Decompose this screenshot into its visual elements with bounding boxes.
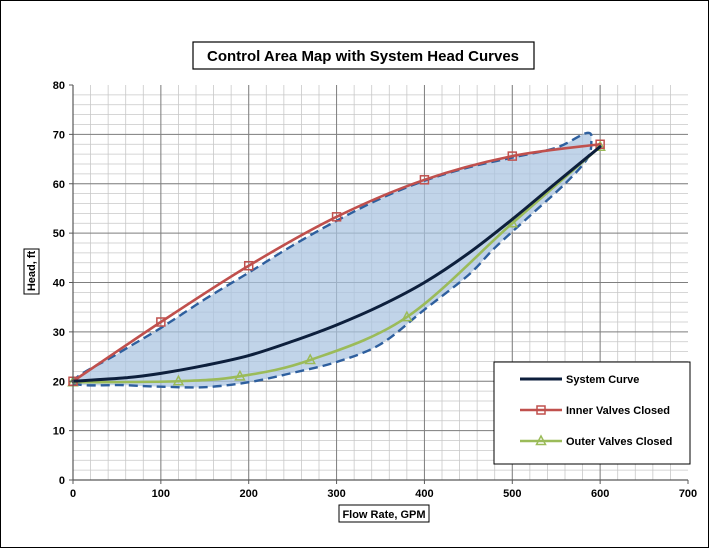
y-tick-label: 60 — [53, 179, 65, 191]
outer-valves-closed-line — [71, 145, 602, 384]
y-tick-label: 50 — [53, 228, 65, 240]
chart-title-group: Control Area Map with System Head Curves — [192, 41, 535, 70]
legend-marker-inner-valves-closed — [536, 405, 546, 415]
x-tick-label: 300 — [327, 488, 345, 500]
x-axis-label-group: Flow Rate, GPM — [338, 504, 430, 523]
x-axis-label-box — [338, 504, 430, 523]
y-tick-label: 10 — [53, 426, 65, 438]
x-tick-label: 200 — [240, 488, 258, 500]
legend-label-system-curve: System Curve — [566, 374, 639, 386]
control-area — [71, 131, 593, 389]
y-tick-label: 20 — [53, 376, 65, 388]
y-tick-label: 30 — [53, 327, 65, 339]
legend-label-outer-valves-closed: Outer Valves Closed — [566, 436, 672, 448]
x-tick-label: 100 — [152, 488, 170, 500]
outer-valves-closed-marker — [594, 140, 606, 151]
system-curve-line — [71, 145, 602, 383]
inner-valves-closed-marker — [243, 260, 254, 271]
plot-axes — [69, 84, 689, 484]
inner-valves-closed-marker — [331, 212, 342, 222]
control-area-outline — [71, 131, 593, 389]
control-area-fill — [72, 132, 592, 388]
y-tick-labels: 0 10 20 30 40 50 60 70 80 — [53, 80, 65, 487]
legend-label-inner-valves-closed: Inner Valves Closed — [566, 405, 670, 417]
legend: System Curve Inner Valves Closed Outer Val… — [493, 361, 691, 465]
chart-title-box — [192, 41, 535, 70]
inner-valves-closed-marker — [507, 151, 518, 161]
chart-title: Control Area Map with System Head Curves — [207, 48, 519, 65]
x-axis-label: Flow Rate, GPM — [342, 509, 425, 521]
x-tick-label: 700 — [679, 488, 697, 500]
y-axis-label-group: Head, ft — [23, 248, 40, 295]
inner-valves-closed-marker — [156, 317, 166, 327]
x-tick-label: 400 — [415, 488, 433, 500]
x-tick-labels: 0 100 200 300 400 500 600 700 — [70, 488, 697, 500]
outer-valves-closed-marker — [304, 353, 316, 365]
x-tick-label: 0 — [70, 488, 76, 500]
legend-marker-outer-valves-closed — [535, 434, 547, 446]
outer-valves-closed-marker — [401, 310, 413, 322]
y-tick-label: 70 — [53, 129, 65, 141]
y-axis-label: Head, ft — [26, 250, 38, 291]
outer-valves-closed-marker — [234, 369, 246, 381]
inner-valves-closed-marker — [419, 175, 430, 185]
series-lines — [67, 139, 606, 387]
x-tick-label: 500 — [503, 488, 521, 500]
y-tick-label: 40 — [53, 278, 65, 290]
y-tick-label: 0 — [59, 475, 65, 487]
y-tick-label: 80 — [53, 80, 65, 92]
y-axis-label-box — [23, 248, 40, 295]
outer-valves-closed-marker — [172, 374, 185, 386]
x-tick-label: 600 — [591, 488, 609, 500]
